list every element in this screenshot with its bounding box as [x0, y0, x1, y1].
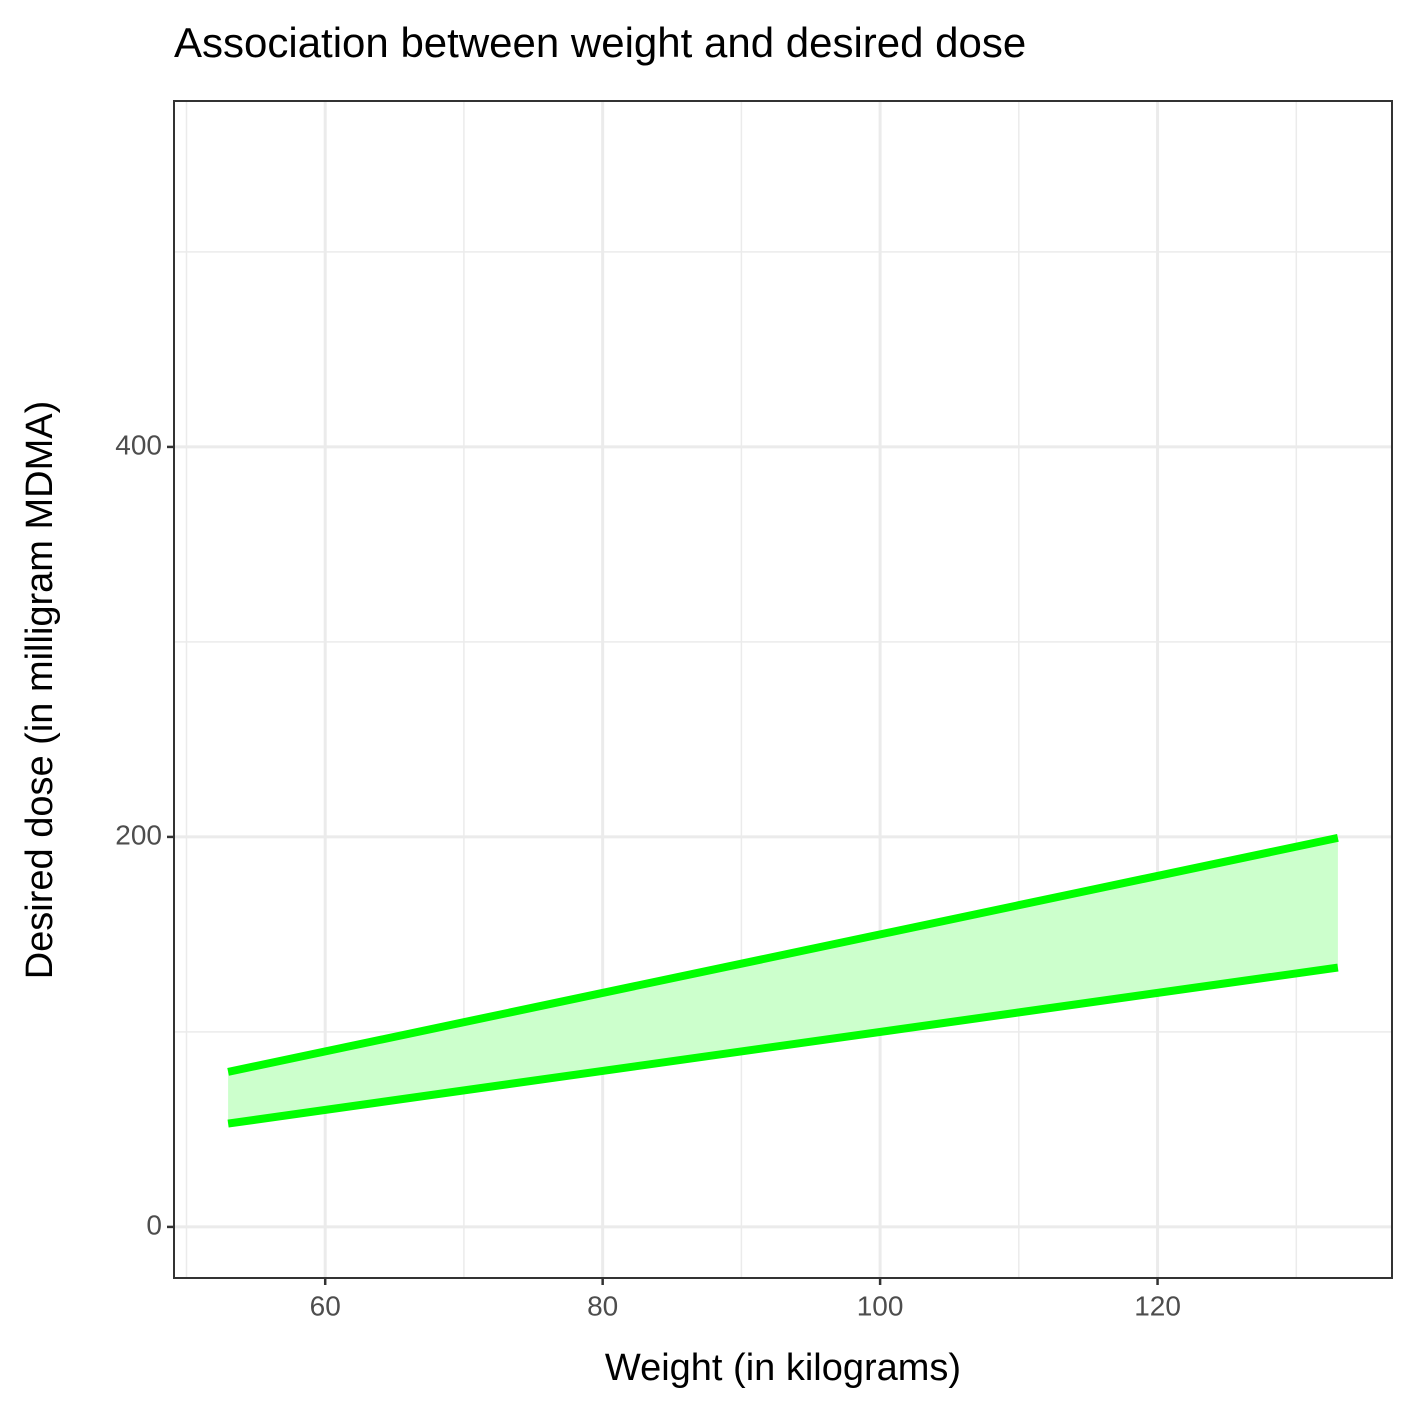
y-tick-label: 200 [115, 819, 162, 850]
y-axis-label: Desired dose (in milligram MDMA) [19, 401, 61, 980]
chart-title: Association between weight and desired d… [174, 19, 1026, 66]
x-tick-label: 120 [1134, 1290, 1181, 1321]
line [227, 963, 1339, 1128]
y-tick-label: 400 [115, 429, 162, 460]
x-axis-label: Weight (in kilograms) [605, 1347, 961, 1389]
ribbon-area [228, 837, 1338, 1124]
x-tick-label: 80 [587, 1290, 618, 1321]
line [227, 833, 1339, 1076]
x-tick-label: 60 [310, 1290, 341, 1321]
x-tick-label: 100 [857, 1290, 904, 1321]
panel-border [173, 100, 1393, 1279]
y-tick-label: 0 [146, 1209, 162, 1240]
